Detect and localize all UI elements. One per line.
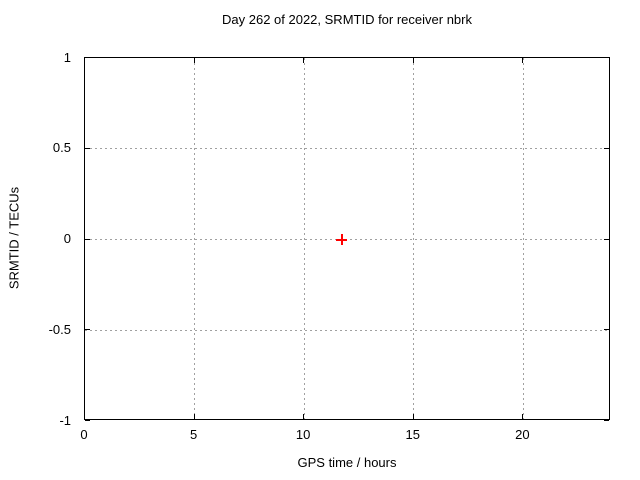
y-tick-mark-left <box>85 147 90 149</box>
x-tick-mark-bottom <box>84 414 85 419</box>
x-tick-label: 10 <box>295 427 311 442</box>
data-point-marker <box>335 234 347 245</box>
y-tick-label: -0.5 <box>48 321 71 337</box>
y-tick-mark-right <box>604 238 609 240</box>
x-tick-mark-bottom <box>412 414 414 419</box>
x-tick-mark-bottom <box>522 414 524 419</box>
y-tick-mark-right <box>604 329 609 331</box>
y-tick-label: 0 <box>63 231 71 246</box>
plot-area <box>84 57 610 421</box>
y-tick-mark-left <box>85 238 90 240</box>
x-tick-mark-top <box>303 58 305 63</box>
gridline-y--0.5 <box>85 329 609 331</box>
y-tick-label: 1 <box>63 49 71 65</box>
gridline-x-5 <box>194 58 196 419</box>
y-tick-label: 0.5 <box>52 140 71 156</box>
x-tick-mark-top <box>193 58 195 63</box>
y-tick-mark-left <box>85 57 90 58</box>
x-axis-label: GPS time / hours <box>297 455 397 470</box>
gridline-x-20 <box>522 58 524 419</box>
y-tick-mark-right <box>604 57 609 58</box>
y-tick-mark-left <box>85 329 90 331</box>
y-tick-label: -1 <box>59 412 71 428</box>
x-tick-mark-bottom <box>193 414 195 419</box>
marker-plus-vertical <box>340 234 343 245</box>
gridline-x-15 <box>413 58 415 419</box>
x-tick-mark-top <box>84 58 85 63</box>
x-tick-label: 0 <box>80 427 88 442</box>
y-tick-mark-right <box>604 147 609 149</box>
y-tick-mark-left <box>85 420 90 421</box>
chart-title: Day 262 of 2022, SRMTID for receiver nbr… <box>222 12 472 27</box>
gridline-y-0.5 <box>85 148 609 150</box>
x-tick-mark-top <box>412 58 414 63</box>
x-tick-label: 20 <box>515 427 530 442</box>
x-tick-mark-top <box>522 58 524 63</box>
x-tick-label: 5 <box>189 427 198 442</box>
y-tick-mark-right <box>604 420 609 421</box>
x-tick-label: 15 <box>405 427 420 442</box>
gridline-x-10 <box>303 58 305 419</box>
x-tick-mark-bottom <box>303 414 305 419</box>
gridline-y-0 <box>85 239 609 240</box>
